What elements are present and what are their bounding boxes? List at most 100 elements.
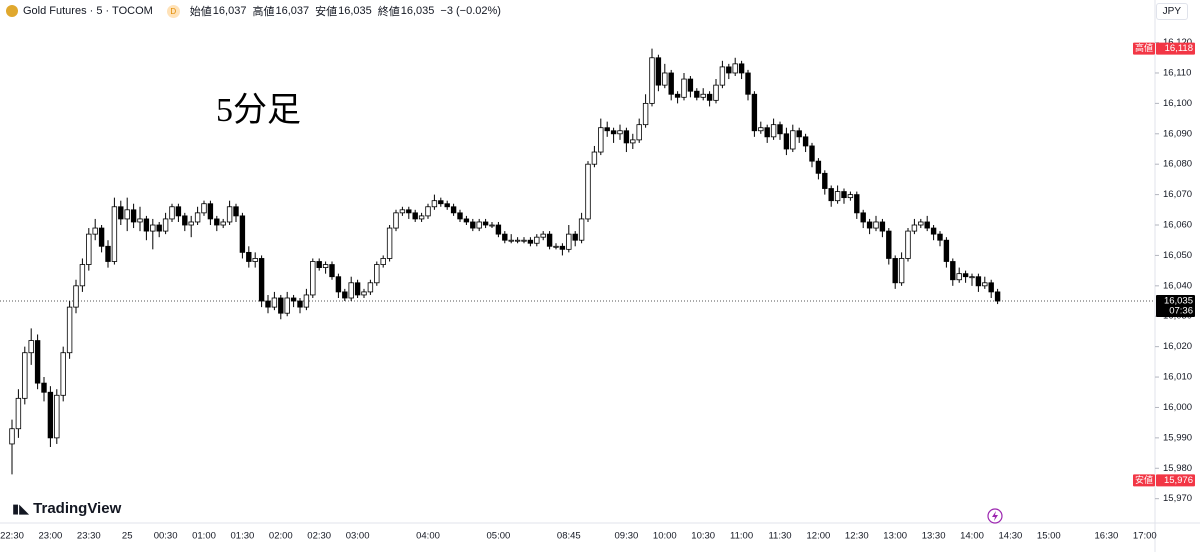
ohlc-value: 16,037 — [212, 5, 247, 17]
candle-body — [361, 291, 367, 296]
candle-body — [470, 221, 476, 229]
candle-body — [303, 294, 310, 308]
y-tick-label: 15,970 — [1163, 493, 1192, 504]
x-tick-label: 02:00 — [269, 531, 293, 542]
x-tick-label: 09:30 — [615, 531, 639, 542]
candle-body — [745, 72, 751, 95]
x-tick-label: 14:00 — [960, 531, 984, 542]
candle-body — [630, 139, 636, 144]
candle-body — [534, 236, 540, 244]
candle-body — [342, 291, 348, 299]
candle-body — [994, 291, 1001, 302]
y-tick-label: 16,040 — [1163, 280, 1192, 291]
x-tick-label: 12:30 — [845, 531, 869, 542]
candle-body — [604, 127, 610, 132]
candle-body — [290, 297, 297, 302]
candle-body — [233, 206, 239, 217]
x-tick-label: 23:30 — [77, 531, 101, 542]
candle-body — [879, 221, 886, 232]
candle-body — [150, 224, 156, 232]
candle-body — [502, 233, 508, 241]
candle-body — [847, 194, 854, 199]
candle-body — [809, 145, 815, 162]
candle-body — [950, 261, 956, 281]
candle-body — [642, 102, 649, 126]
candle-body — [962, 273, 969, 278]
candle-body — [79, 264, 86, 287]
candle-body — [546, 233, 553, 247]
last-badge — [1156, 295, 1195, 318]
high-key-badge — [1133, 42, 1155, 55]
candle-body — [655, 57, 662, 86]
candle-body — [412, 212, 418, 220]
candle-body — [28, 340, 34, 354]
candle-body — [329, 264, 335, 278]
candle-body — [706, 93, 713, 101]
candle-body — [770, 124, 777, 138]
candle-body — [431, 200, 438, 208]
candle-body — [137, 218, 143, 223]
y-tick-label: 16,000 — [1163, 402, 1192, 413]
y-tick-label: 16,080 — [1163, 159, 1192, 170]
ohlc-key: 始値 — [189, 6, 212, 18]
candle-body — [585, 163, 591, 220]
candle-body — [393, 212, 399, 229]
candle-body — [982, 282, 988, 287]
candle-body — [975, 276, 982, 287]
candle-body — [310, 261, 316, 296]
candle-body — [438, 200, 444, 205]
candle-body — [668, 72, 674, 95]
candle-body — [169, 206, 175, 220]
x-tick-label: 11:00 — [730, 531, 753, 542]
last-value: 16,035 — [1164, 296, 1193, 307]
candle-body — [943, 239, 950, 262]
candle-body — [508, 239, 514, 242]
x-tick-label: 22:30 — [0, 531, 24, 542]
candle-body — [617, 130, 623, 135]
symbol-name[interactable]: Gold Futures · 5 · TOCOM — [23, 5, 153, 17]
candle-body — [866, 221, 873, 229]
y-tick-label: 16,020 — [1163, 341, 1192, 352]
candle-body — [457, 212, 463, 220]
candle-body — [41, 382, 47, 393]
candle-body — [22, 352, 28, 399]
candle-body — [911, 224, 918, 232]
candle-body — [322, 264, 329, 268]
low-key-badge — [1133, 474, 1155, 487]
candle-body — [681, 78, 687, 98]
candle-body — [15, 397, 22, 430]
candle-body — [988, 282, 994, 293]
candle-body — [278, 297, 284, 314]
candle-body — [162, 218, 169, 232]
candle-body — [47, 391, 54, 439]
candle-body — [578, 218, 585, 241]
candle-body — [662, 72, 668, 86]
x-tick-label: 23:00 — [39, 531, 63, 542]
y-tick-label: 15,980 — [1163, 463, 1192, 474]
candle-body — [476, 221, 482, 229]
candle-body — [815, 160, 822, 174]
candle-body — [719, 66, 726, 86]
candle-body — [399, 209, 406, 214]
currency-button[interactable]: JPY — [1155, 3, 1188, 20]
low-key: 安値 — [1135, 474, 1153, 485]
candle-body — [591, 151, 598, 165]
candle-body — [265, 300, 271, 308]
ohlc-key: 安値 — [315, 6, 338, 18]
candle-body — [73, 285, 79, 308]
candle-body — [450, 206, 457, 214]
candle-body — [623, 130, 630, 144]
candle-body — [156, 224, 162, 232]
candle-body — [489, 224, 495, 227]
candle-body — [598, 127, 604, 153]
x-tick-label: 13:30 — [922, 531, 946, 542]
y-tick-label: 16,090 — [1163, 128, 1192, 139]
candle-body — [687, 78, 694, 92]
y-tick-label: 15,990 — [1163, 432, 1192, 443]
y-tick-label: 16,110 — [1163, 67, 1191, 78]
x-tick-label: 01:30 — [231, 531, 255, 542]
candle-body — [175, 206, 182, 217]
candle-body — [367, 282, 374, 293]
candle-body — [60, 352, 66, 396]
